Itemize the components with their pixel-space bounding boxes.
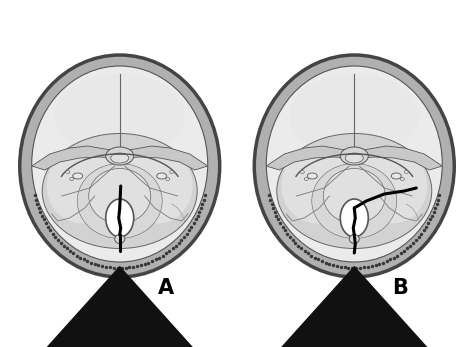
Ellipse shape [166, 178, 170, 180]
Ellipse shape [357, 149, 427, 223]
Ellipse shape [340, 199, 368, 237]
Ellipse shape [345, 153, 363, 163]
Ellipse shape [42, 134, 197, 248]
Text: B: B [392, 278, 408, 298]
Ellipse shape [32, 66, 208, 262]
Polygon shape [354, 146, 442, 170]
Ellipse shape [47, 149, 117, 223]
Polygon shape [266, 146, 354, 170]
Ellipse shape [301, 170, 304, 174]
Ellipse shape [115, 235, 125, 244]
Ellipse shape [66, 170, 70, 174]
Ellipse shape [281, 149, 351, 223]
Ellipse shape [55, 74, 185, 159]
Ellipse shape [289, 74, 419, 159]
Ellipse shape [312, 163, 397, 238]
Ellipse shape [89, 169, 151, 223]
Ellipse shape [77, 163, 162, 238]
Ellipse shape [391, 173, 401, 179]
Ellipse shape [70, 178, 74, 180]
Ellipse shape [20, 55, 220, 277]
Ellipse shape [123, 149, 193, 223]
Text: A: A [158, 278, 174, 298]
Ellipse shape [254, 55, 454, 277]
Ellipse shape [404, 170, 408, 174]
Polygon shape [120, 146, 208, 170]
Polygon shape [32, 146, 120, 170]
Ellipse shape [111, 153, 129, 163]
Ellipse shape [323, 169, 385, 223]
Ellipse shape [170, 170, 173, 174]
Ellipse shape [157, 173, 167, 179]
Ellipse shape [266, 66, 442, 262]
Ellipse shape [400, 178, 404, 180]
Ellipse shape [307, 173, 317, 179]
Ellipse shape [304, 178, 308, 180]
Ellipse shape [349, 235, 359, 244]
Ellipse shape [106, 147, 134, 165]
Ellipse shape [277, 134, 432, 248]
Ellipse shape [73, 173, 83, 179]
Ellipse shape [106, 199, 134, 237]
Ellipse shape [340, 147, 368, 165]
